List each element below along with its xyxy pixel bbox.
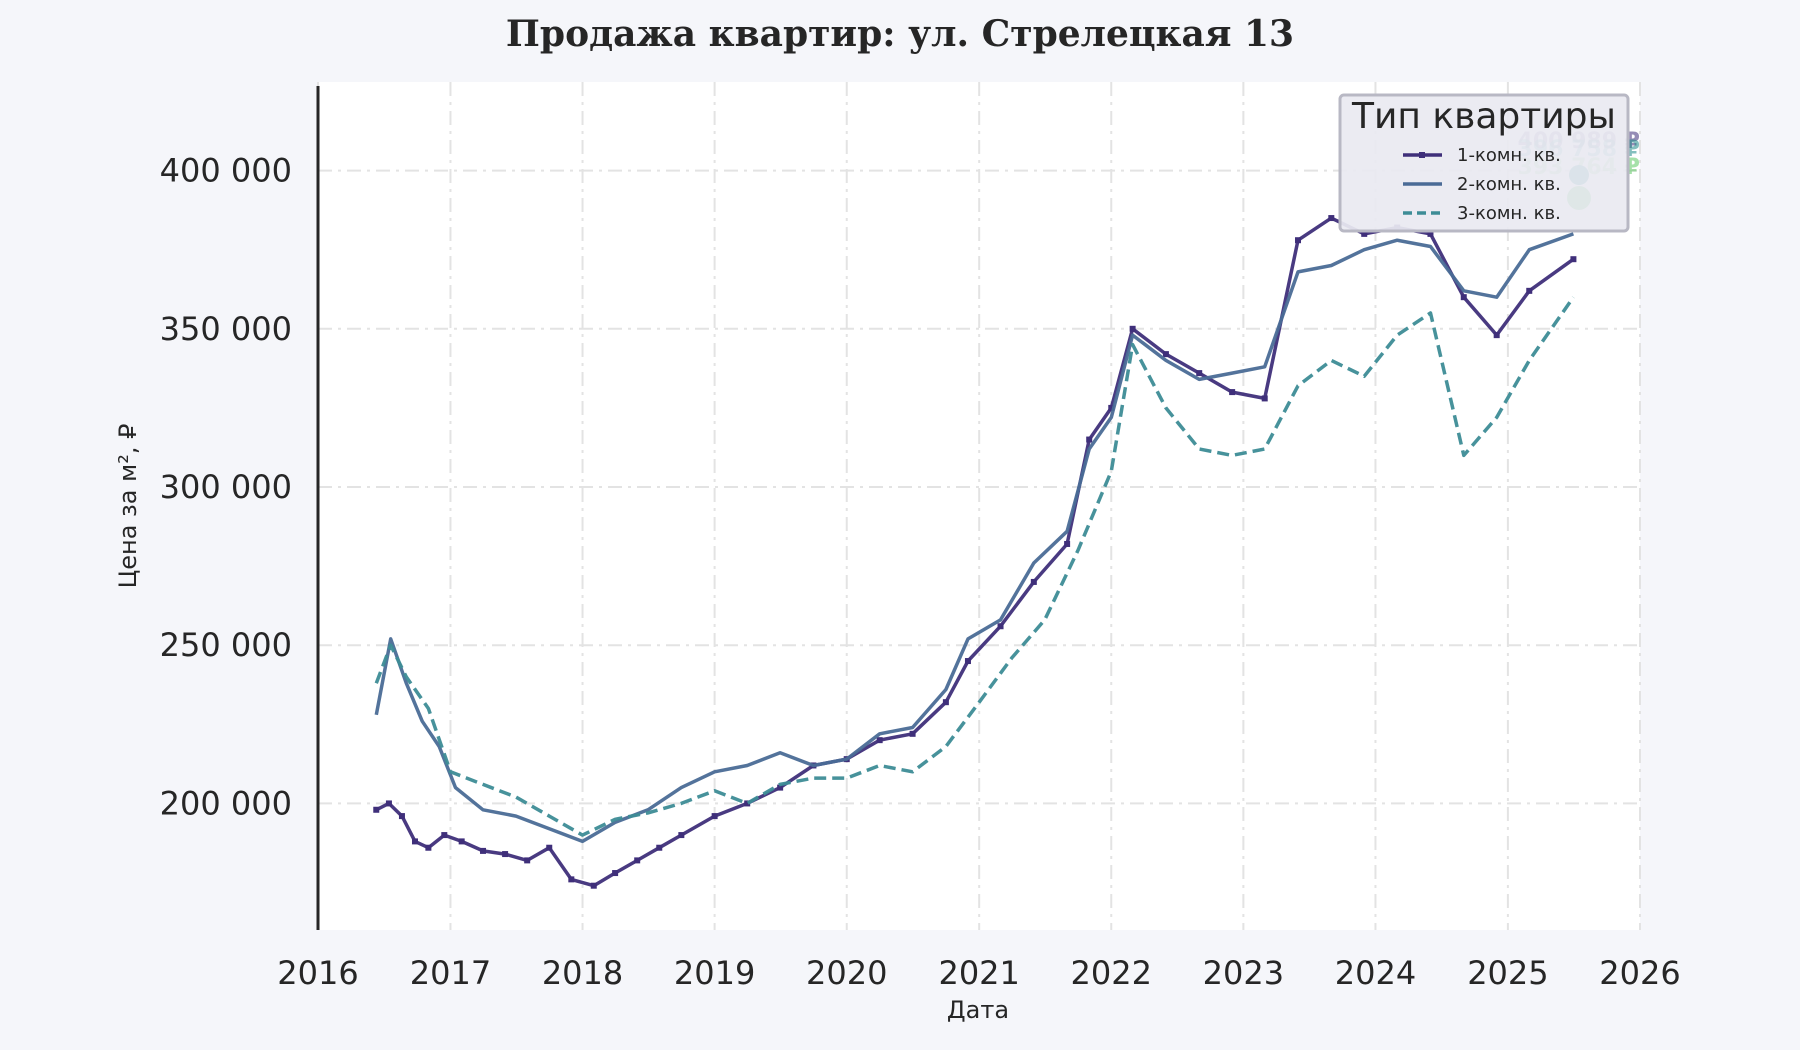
- series-marker: [441, 832, 448, 839]
- series-marker: [744, 800, 751, 807]
- series-marker: [458, 838, 465, 845]
- y-axis-label: Цена за м², ₽: [114, 424, 142, 589]
- series-marker: [1261, 395, 1268, 402]
- legend-item: 2-комн. кв.: [1403, 174, 1561, 195]
- legend-item: 3-комн. кв.: [1403, 203, 1561, 224]
- series-marker: [1108, 404, 1115, 411]
- series-marker: [1086, 436, 1093, 443]
- series-marker: [997, 623, 1004, 630]
- series-line: [374, 296, 1575, 837]
- series-marker: [524, 857, 531, 864]
- series-marker: [656, 844, 663, 851]
- series-marker: [1570, 256, 1577, 263]
- series-marker: [480, 847, 487, 854]
- series-marker: [546, 844, 553, 851]
- series-marker: [876, 737, 883, 744]
- y-tick-label: 400 000: [160, 152, 292, 190]
- y-tick-label: 250 000: [160, 626, 292, 664]
- x-axis-label: Дата: [947, 996, 1009, 1024]
- series-marker: [909, 730, 916, 737]
- x-tick-label: 2018: [542, 954, 623, 992]
- x-tick-label: 2025: [1467, 954, 1548, 992]
- legend-item: 1-комн. кв.: [1403, 145, 1561, 166]
- series-marker: [711, 813, 718, 820]
- series-marker: [964, 658, 971, 665]
- series-marker: [1162, 351, 1169, 358]
- series-marker: [1493, 332, 1500, 339]
- series-marker: [1196, 370, 1203, 377]
- legend: Тип квартиры 1-комн. кв. 2-комн. кв. 3-ком…: [1338, 93, 1630, 233]
- x-tick-label: 2024: [1335, 954, 1416, 992]
- y-ticks: 200 000 250 000 300 000 350 000 400 000: [160, 152, 292, 823]
- series-marker: [1328, 215, 1335, 222]
- series-marker: [777, 784, 784, 791]
- series-marker: [1229, 389, 1236, 396]
- y-tick-label: 300 000: [160, 468, 292, 506]
- y-tick-label: 350 000: [160, 310, 292, 348]
- series-marker: [568, 876, 575, 883]
- x-tick-label: 2023: [1203, 954, 1284, 992]
- series-marker: [385, 800, 392, 807]
- series-marker: [1526, 287, 1533, 294]
- x-tick-label: 2019: [674, 954, 755, 992]
- series-marker: [502, 851, 509, 858]
- series-marker: [1030, 578, 1037, 585]
- legend-label: 2-комн. кв.: [1457, 174, 1561, 195]
- chart-title: Продажа квартир: ул. Стрелецкая 13: [506, 13, 1294, 55]
- series-marker: [1064, 540, 1071, 547]
- series-marker: [678, 832, 685, 839]
- series-marker: [1295, 237, 1302, 244]
- series-marker: [373, 806, 380, 813]
- series-marker: [425, 844, 432, 851]
- legend-title: Тип квартиры: [1351, 96, 1616, 137]
- series-marker: [1427, 230, 1434, 237]
- x-tick-label: 2016: [277, 954, 358, 992]
- series-marker: [1129, 325, 1136, 332]
- x-tick-label: 2021: [938, 954, 1019, 992]
- series-marker: [942, 699, 949, 706]
- legend-box: [1338, 93, 1630, 233]
- legend-label: 3-комн. кв.: [1457, 203, 1561, 224]
- series-marker: [1361, 230, 1368, 237]
- x-tick-label: 2017: [410, 954, 491, 992]
- series-marker: [634, 857, 641, 864]
- series-marker: [411, 838, 418, 845]
- x-tick-label: 2022: [1071, 954, 1152, 992]
- x-tick-label: 2020: [806, 954, 887, 992]
- series-layer: [373, 215, 1577, 889]
- x-ticks: 2016 2017 2018 2019 2020 2021 2022 2023 2024 2025…: [277, 954, 1680, 992]
- series-marker: [1460, 294, 1467, 301]
- legend-label: 1-комн. кв.: [1457, 145, 1561, 166]
- series-marker: [398, 813, 405, 820]
- x-tick-label: 2026: [1599, 954, 1680, 992]
- series-line: [374, 232, 1574, 844]
- series-marker: [612, 870, 619, 877]
- y-tick-label: 200 000: [160, 784, 292, 822]
- legend-marker: [1419, 152, 1425, 158]
- series-marker: [590, 882, 597, 889]
